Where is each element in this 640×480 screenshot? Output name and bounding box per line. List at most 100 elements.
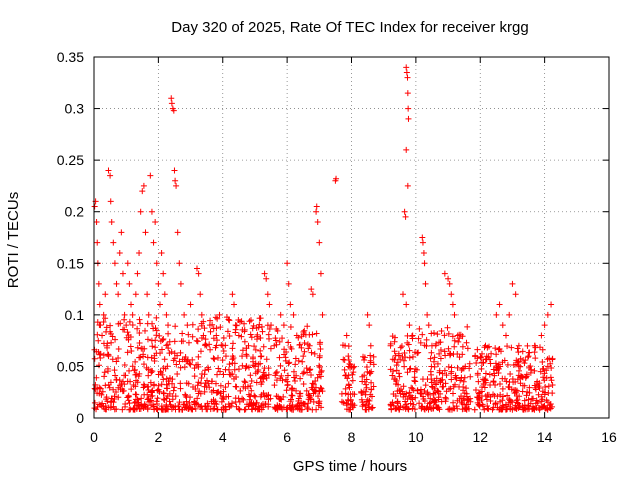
data-point: [342, 342, 349, 349]
data-point: [314, 219, 321, 226]
data-point: [115, 291, 122, 298]
data-point: [403, 146, 410, 153]
data-point: [404, 74, 411, 81]
data-point: [129, 311, 136, 318]
data-point: [163, 311, 170, 318]
data-point: [496, 301, 503, 308]
data-point: [401, 208, 408, 215]
data-point: [95, 280, 102, 287]
data-point: [448, 291, 455, 298]
x-tick-label: 6: [283, 429, 291, 445]
data-point: [421, 260, 428, 267]
data-point: [261, 270, 268, 277]
data-point: [121, 311, 128, 318]
data-point: [116, 249, 123, 256]
data-point: [184, 322, 191, 329]
data-point: [197, 291, 204, 298]
data-point: [107, 198, 114, 205]
y-tick-label: 0.1: [65, 307, 85, 323]
data-point: [134, 270, 141, 277]
data-point: [366, 322, 373, 329]
chart-title: Day 320 of 2025, Rate Of TEC Index for r…: [171, 19, 528, 36]
data-point: [406, 322, 413, 329]
data-point: [148, 208, 155, 215]
data-point: [153, 260, 160, 267]
data-point: [268, 322, 275, 329]
data-point: [198, 311, 205, 318]
data-point: [187, 301, 194, 308]
data-point: [271, 342, 278, 349]
data-point: [203, 342, 210, 349]
y-axis-label: ROTI / TECUs: [5, 192, 22, 288]
dense-point-cloud: [91, 314, 556, 413]
data-point: [313, 208, 320, 215]
data-point: [525, 353, 532, 360]
data-point: [313, 203, 320, 210]
data-point: [451, 311, 458, 318]
x-axis-label: GPS time / hours: [293, 458, 407, 475]
data-point: [94, 239, 101, 246]
data-point: [277, 311, 284, 318]
data-point: [515, 342, 522, 349]
data-point: [145, 311, 152, 318]
data-point: [264, 291, 271, 298]
data-point: [107, 172, 114, 179]
data-point: [128, 301, 135, 308]
data-point: [441, 270, 448, 277]
x-axis-ticks: 0 2 4 6 8 10 12 14 16: [90, 57, 617, 445]
data-point: [258, 353, 265, 360]
data-point: [177, 280, 184, 287]
x-tick-label: 2: [154, 429, 162, 445]
data-point: [132, 291, 139, 298]
data-point: [168, 100, 175, 107]
data-point: [422, 280, 429, 287]
data-point: [171, 167, 178, 174]
data-point: [503, 332, 509, 339]
data-point: [126, 280, 133, 287]
data-point: [124, 260, 131, 267]
y-tick-label: 0.35: [57, 49, 84, 65]
data-point: [300, 353, 307, 360]
data-point: [409, 332, 416, 339]
data-point: [425, 322, 432, 329]
data-point: [102, 291, 109, 298]
data-point: [348, 363, 355, 370]
data-point: [345, 353, 352, 360]
data-point: [168, 95, 175, 102]
data-point: [317, 270, 324, 277]
data-point: [364, 311, 371, 318]
data-point: [405, 115, 412, 122]
y-tick-label: 0.05: [57, 358, 84, 374]
y-tick-label: 0: [76, 410, 84, 426]
data-point: [263, 275, 270, 282]
data-point: [402, 213, 409, 220]
data-point: [165, 322, 172, 329]
data-point: [367, 342, 374, 349]
data-point: [531, 342, 538, 349]
data-point: [403, 301, 410, 308]
data-point: [97, 322, 104, 329]
data-point: [105, 353, 112, 360]
data-point: [548, 301, 555, 308]
data-point: [200, 332, 207, 339]
data-point: [111, 260, 118, 267]
data-point: [309, 291, 316, 298]
data-point: [251, 363, 258, 370]
data-point: [403, 69, 410, 76]
data-point: [150, 239, 157, 246]
data-point: [194, 265, 200, 272]
data-point: [118, 229, 125, 236]
data-point: [172, 177, 179, 184]
data-point: [136, 249, 143, 256]
data-point: [144, 291, 151, 298]
data-point: [541, 322, 548, 329]
data-point: [512, 291, 519, 298]
data-point: [319, 311, 326, 318]
data-point: [222, 353, 229, 360]
data-point: [119, 270, 126, 277]
y-tick-label: 0.2: [65, 204, 85, 220]
grid-lines: [94, 57, 609, 418]
y-tick-label: 0.3: [65, 101, 85, 117]
data-point: [195, 270, 202, 277]
